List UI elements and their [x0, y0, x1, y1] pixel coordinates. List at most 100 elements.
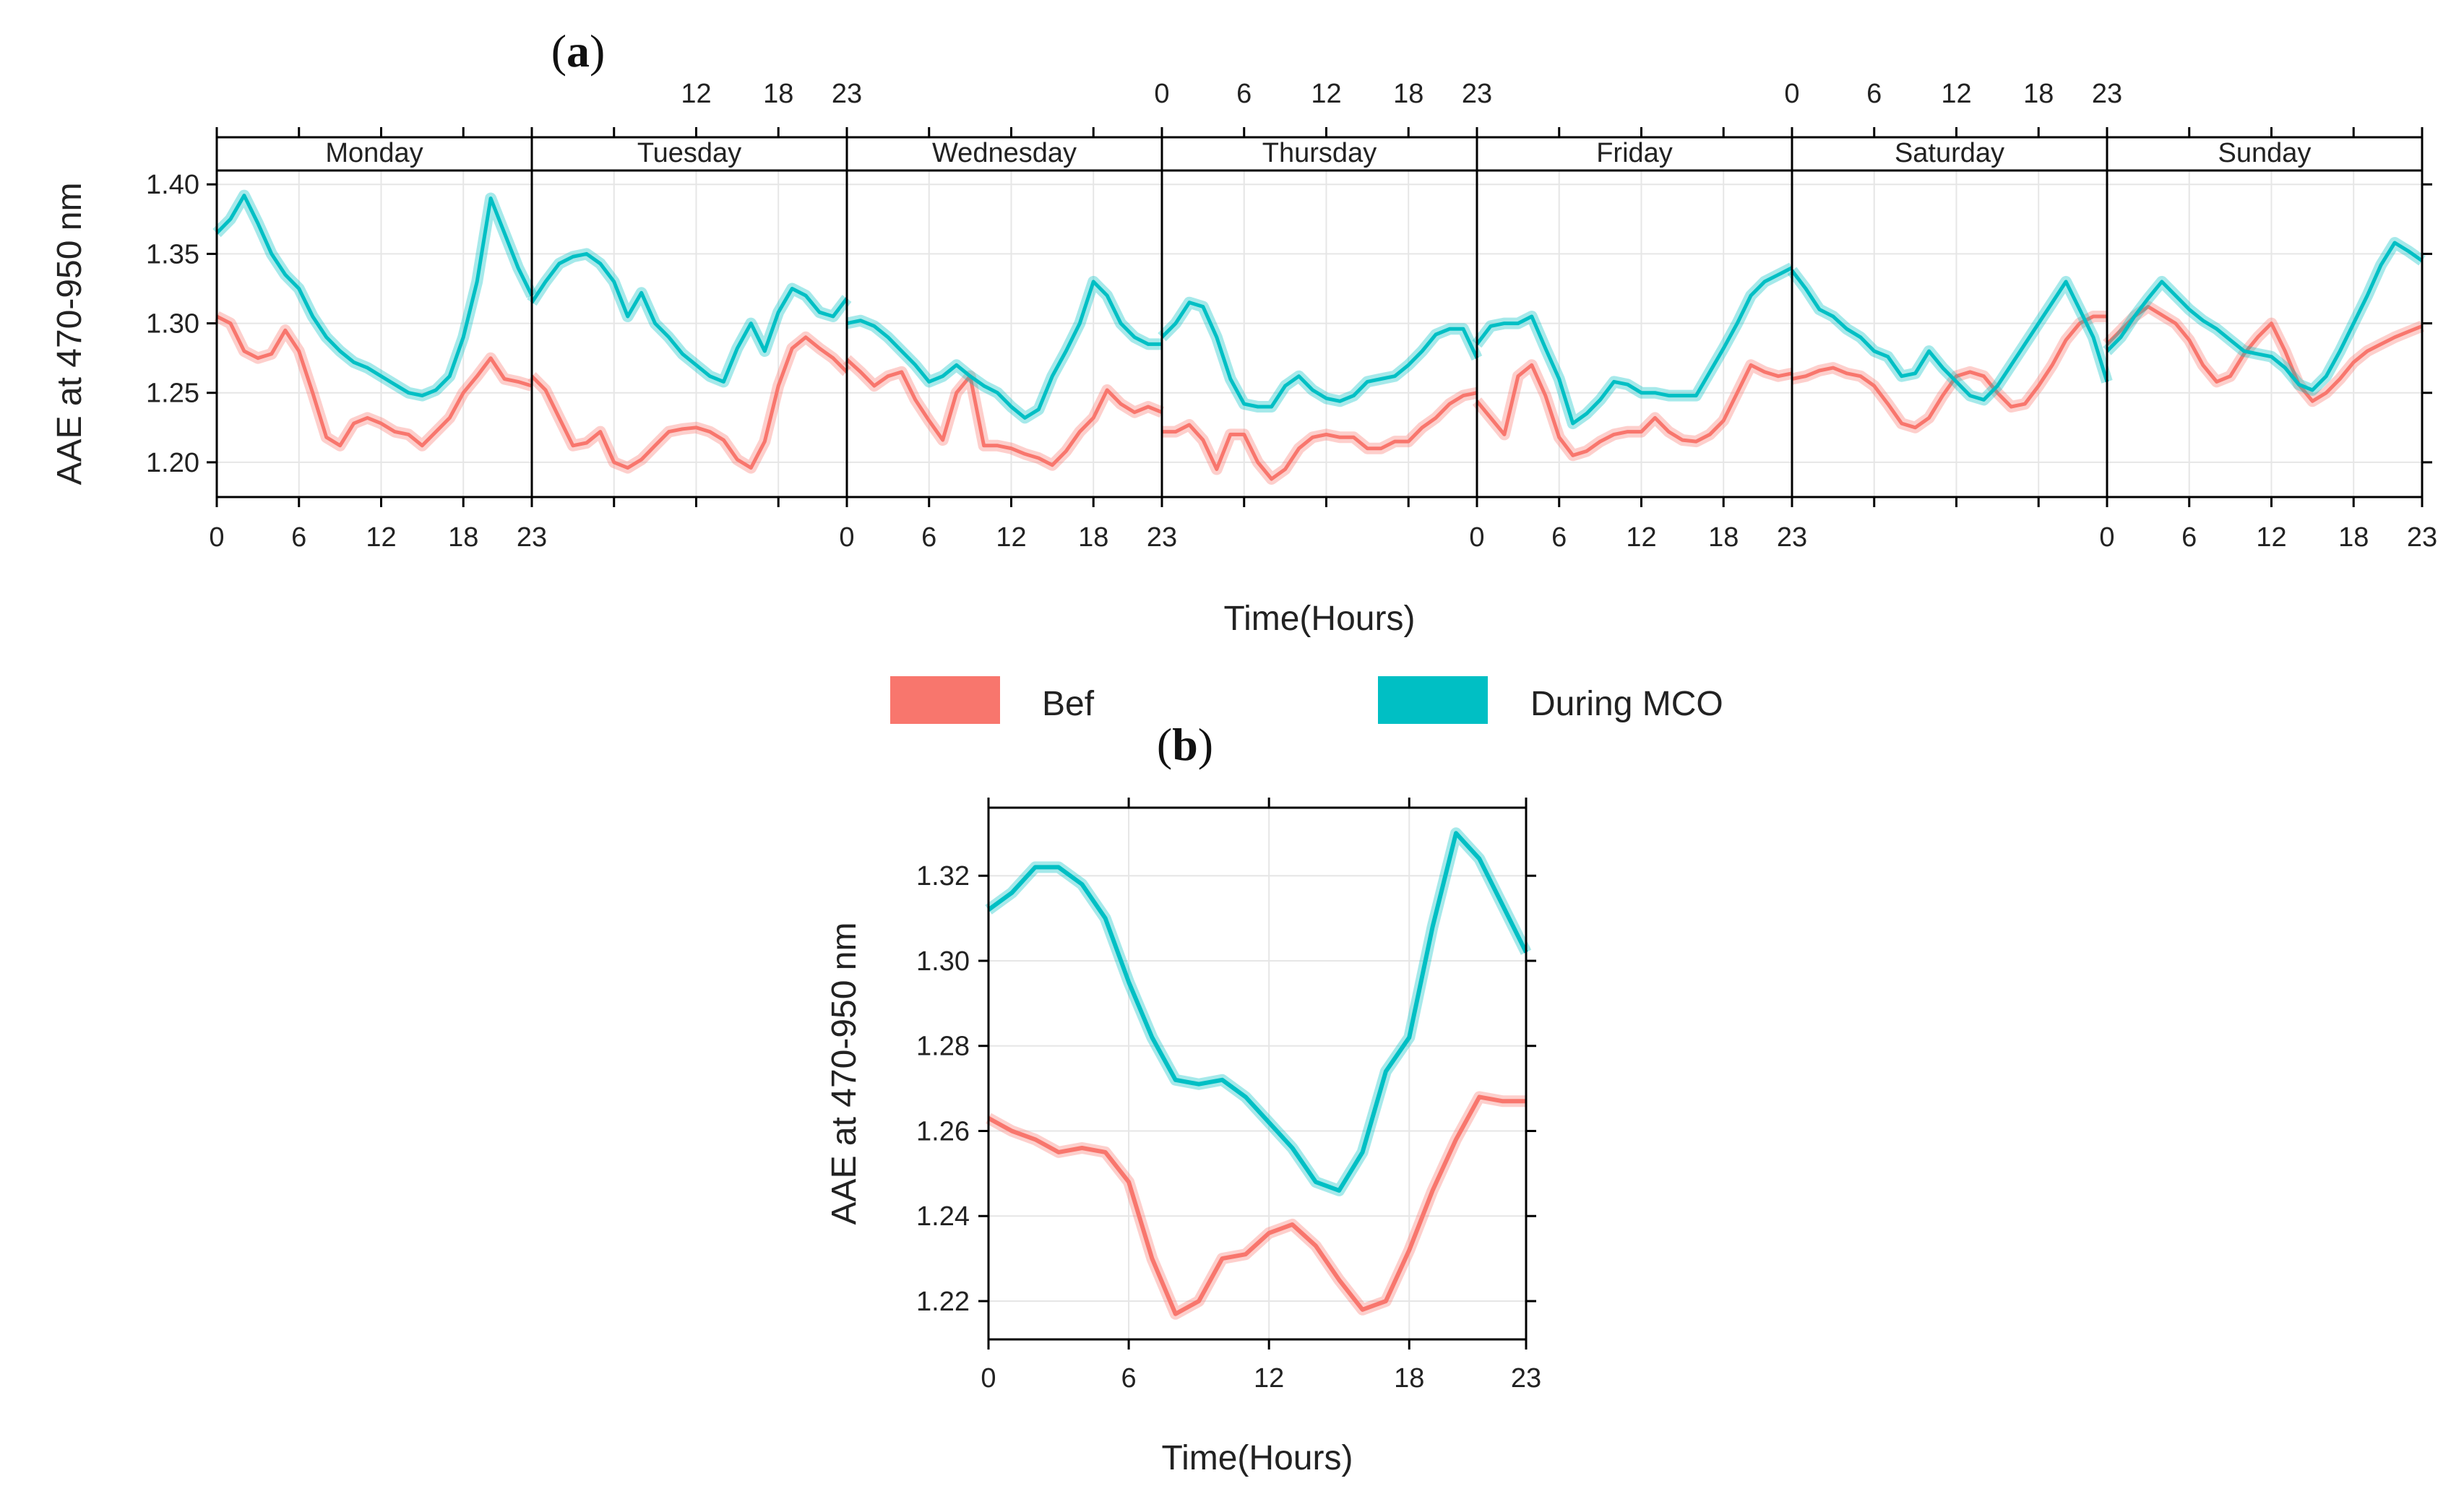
panel-label-letter: a: [567, 25, 590, 77]
panel-label-paren-close: ): [590, 25, 605, 77]
x-tick-label: 6: [2181, 522, 2197, 553]
legend: Bef During MCO: [890, 676, 1723, 724]
y-tick-label: 1.26: [916, 1116, 970, 1147]
y-tick-label: 1.32: [916, 861, 970, 891]
x-tick-label: 0: [2099, 522, 2114, 553]
series-line: [1160, 301, 1479, 409]
legend-label-during: During MCO: [1530, 685, 1723, 723]
x-tick-label: 12: [996, 522, 1026, 553]
panel-label-paren-open: (: [551, 25, 567, 77]
y-axis-title: AAE at 470-950 nm: [51, 183, 89, 485]
x-tick-label: 6: [921, 522, 936, 553]
x-tick-label-top: 6: [1236, 79, 1252, 109]
series-line: [1791, 269, 2109, 402]
series-band: [986, 1091, 1526, 1320]
x-tick-label-top: 18: [1393, 79, 1423, 109]
strip-box: [1791, 136, 2108, 172]
series-line: [846, 280, 1162, 420]
legend-key-before: [890, 676, 1000, 724]
strip-label: Saturday: [1895, 138, 2004, 168]
series-band: [1472, 262, 1795, 430]
x-tick-label-top: 23: [2092, 79, 2122, 109]
series-line: [1476, 363, 1793, 457]
y-tick-label: 1.25: [146, 379, 199, 409]
y-tick-label: 1.24: [916, 1201, 970, 1232]
x-tick-label: 18: [2338, 522, 2369, 553]
strip-label: Thursday: [1262, 138, 1377, 168]
series-line: [2106, 241, 2424, 392]
x-tick-label-top: 12: [1311, 79, 1341, 109]
x-tick-label-top: 12: [1941, 79, 1971, 109]
legend-key-during: [1378, 676, 1488, 724]
x-tick-label-top: 18: [763, 79, 793, 109]
series-line: [215, 194, 534, 398]
series-band: [214, 311, 534, 452]
strip-box: [1160, 136, 1478, 172]
x-tick-label: 0: [839, 522, 854, 553]
y-tick-label: 1.35: [146, 239, 199, 269]
series-line: [2106, 305, 2423, 403]
strip-label: Monday: [325, 138, 423, 168]
x-tick-label: 18: [448, 522, 478, 553]
strip-label: Friday: [1596, 138, 1673, 168]
series-line: [845, 358, 1163, 467]
x-axis-title: Time(Hours): [1162, 1439, 1353, 1477]
panel-label-paren-open: (: [1157, 719, 1172, 770]
x-tick-label: 12: [2256, 522, 2286, 553]
x-tick-label-top: 0: [1784, 79, 1799, 109]
series-line: [1476, 266, 1793, 426]
x-tick-label: 23: [517, 522, 547, 553]
x-tick-label: 6: [1551, 522, 1567, 553]
legend-label-before: Bef: [1042, 685, 1095, 723]
y-tick-label: 1.40: [146, 170, 199, 200]
strip-box: [2106, 136, 2424, 172]
panel-label-a: (a): [551, 25, 606, 77]
panel-label-paren-close: ): [1198, 719, 1213, 770]
panel-border: [1791, 169, 2108, 498]
x-axis-title: Time(Hours): [1224, 600, 1416, 638]
strip-box: [530, 136, 848, 172]
chart-b: 1.22 1.24 1.26 1.28 1.30 1.32 0 6 12 18 23 Time(Hou…: [825, 719, 1541, 1477]
strip-box: [1476, 136, 1793, 172]
series-line: [1162, 391, 1478, 481]
x-tick-label: 12: [366, 522, 396, 553]
y-tick-label: 1.20: [146, 448, 199, 478]
x-tick-label: 18: [1708, 522, 1739, 553]
panel-border: [2106, 169, 2424, 498]
x-tick-label-top: 23: [1462, 79, 1492, 109]
series-band: [985, 827, 1532, 1196]
series-line: [1791, 314, 2107, 430]
chart-a: Monday Tuesday Wednesday Thursday Friday Satu…: [51, 25, 2437, 638]
y-tick-label: 1.22: [916, 1287, 970, 1317]
x-tick-label-top: 12: [681, 79, 711, 109]
strip-label: Wednesday: [932, 138, 1077, 168]
x-tick-label-top: 6: [1866, 79, 1882, 109]
x-tick-label: 6: [291, 522, 306, 553]
x-tick-label: 23: [1147, 522, 1177, 553]
x-tick-label: 0: [209, 522, 224, 553]
x-tick-label: 12: [1254, 1363, 1284, 1394]
x-tick-label-top: 23: [832, 79, 862, 109]
x-tick-label-top: 18: [2023, 79, 2054, 109]
panel-border: [1476, 169, 1793, 498]
y-tick-label: 1.30: [146, 309, 199, 340]
series-line: [530, 251, 848, 384]
series-line: [987, 831, 1528, 1193]
y-tick-label: 1.30: [916, 946, 970, 977]
x-tick-label-top: 0: [1154, 79, 1169, 109]
x-tick-label: 23: [1511, 1363, 1541, 1394]
y-axis-title: AAE at 470-950 nm: [825, 923, 863, 1225]
series-line: [987, 1094, 1526, 1316]
panel-label-letter: b: [1172, 719, 1198, 770]
strip-label: Sunday: [2218, 138, 2312, 168]
series-line: [530, 335, 848, 470]
x-tick-label: 18: [1394, 1363, 1424, 1394]
x-tick-label: 0: [981, 1363, 996, 1394]
strip-box: [845, 136, 1163, 172]
panel-label-b: (b): [1157, 719, 1213, 770]
series-band: [527, 248, 852, 388]
x-tick-label: 12: [1626, 522, 1656, 553]
x-tick-label: 18: [1078, 522, 1108, 553]
x-tick-label: 23: [2407, 522, 2437, 553]
